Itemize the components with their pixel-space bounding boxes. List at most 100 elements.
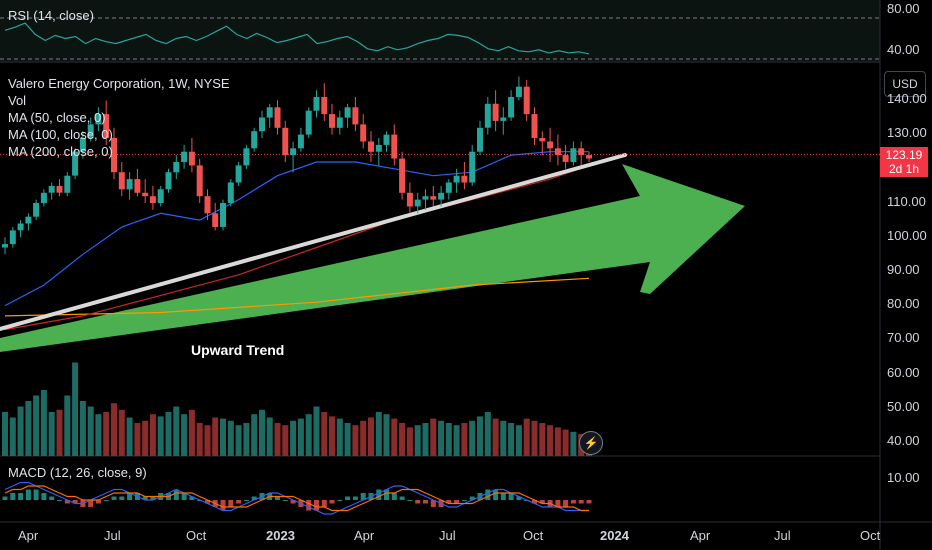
x-label-oct-2024: Oct xyxy=(860,528,881,543)
candle-body xyxy=(422,196,429,200)
price-axis-90: 90.00 xyxy=(887,262,920,277)
volume-bar xyxy=(531,420,538,456)
volume-bar xyxy=(220,418,226,456)
candle-body xyxy=(181,151,188,162)
candle-body xyxy=(40,192,47,204)
candle-body xyxy=(103,114,110,138)
volume-bar xyxy=(492,418,499,456)
macd-histogram-bar xyxy=(563,500,569,507)
volume-bar xyxy=(118,409,125,456)
volume-bar xyxy=(523,418,530,456)
volume-bar xyxy=(212,417,219,456)
candle-body xyxy=(453,175,460,183)
candle-body xyxy=(406,192,413,207)
price-axis-110: 110.00 xyxy=(887,194,926,209)
macd-histogram-bar xyxy=(220,500,226,511)
volume-bar xyxy=(515,425,522,456)
volume-legend[interactable]: Vol xyxy=(8,93,27,108)
price-axis-60: 60.00 xyxy=(887,365,920,380)
rsi-legend[interactable]: RSI (14, close) xyxy=(8,8,94,23)
volume-bar xyxy=(297,418,304,456)
volume-bar xyxy=(243,423,250,456)
x-label-jul: Jul xyxy=(104,528,121,543)
candle-body xyxy=(329,114,335,128)
volume-bar xyxy=(562,429,569,456)
macd-histogram-bar xyxy=(142,496,148,500)
price-axis-50: 50.00 xyxy=(887,399,920,414)
macd-histogram-bar xyxy=(508,493,514,500)
candle-body xyxy=(274,107,281,128)
volume-bar xyxy=(259,409,265,456)
flash-icon[interactable]: ⚡ xyxy=(579,431,603,455)
main-legend: Valero Energy Corporation, 1W, NYSE Vol … xyxy=(8,75,230,160)
volume-bar xyxy=(368,417,374,456)
macd-histogram-bar xyxy=(290,500,296,504)
macd-histogram-bar xyxy=(181,493,187,500)
candle-body xyxy=(87,124,94,139)
candle-body xyxy=(2,244,8,248)
candle-body xyxy=(165,172,172,190)
volume-bar xyxy=(204,425,211,456)
candle-body xyxy=(414,199,421,207)
volume-bar xyxy=(173,406,180,456)
candle-body xyxy=(321,97,328,115)
volume-bar xyxy=(422,423,429,456)
macd-histogram-bar xyxy=(95,500,101,504)
candle-body xyxy=(477,127,483,152)
candle-body xyxy=(562,155,569,162)
candle-body xyxy=(461,175,468,183)
volume-bar xyxy=(305,414,312,456)
macd-histogram-bar xyxy=(64,500,70,504)
ma50-legend[interactable]: MA (50, close, 0) xyxy=(8,110,106,125)
volume-bar xyxy=(477,416,483,456)
ma100-legend[interactable]: MA (100, close, 0) xyxy=(8,127,113,142)
volume-bar xyxy=(33,395,40,456)
candle-body xyxy=(539,138,546,142)
x-label-apr: Apr xyxy=(18,528,39,543)
candle-body xyxy=(17,223,24,231)
candle-body xyxy=(290,148,297,156)
ma50-line xyxy=(4,151,589,307)
symbol-title[interactable]: Valero Energy Corporation, 1W, NYSE xyxy=(8,76,230,91)
price-axis-80: 80.00 xyxy=(887,296,920,311)
price-axis-140: 140.00 xyxy=(887,91,927,106)
macd-legend[interactable]: MACD (12, 26, close, 9) xyxy=(8,465,147,480)
volume-bar xyxy=(157,416,164,456)
volume-bar xyxy=(40,390,47,456)
volume-bar xyxy=(72,362,79,456)
macd-histogram-bar xyxy=(2,496,8,500)
candle-body xyxy=(220,203,226,227)
x-label-jul-2023: Jul xyxy=(439,528,456,543)
candle-body xyxy=(547,141,554,149)
macd-histogram-bar xyxy=(329,500,335,504)
macd-histogram-bar xyxy=(25,489,31,500)
volume-bar xyxy=(2,412,8,456)
trend-annotation[interactable]: Upward Trend xyxy=(191,342,285,358)
macd-histogram-bar xyxy=(407,500,413,501)
volume-bar xyxy=(134,423,141,456)
macd-line xyxy=(4,481,589,515)
volume-bar xyxy=(188,409,195,456)
macd-histogram-bar xyxy=(228,500,234,507)
candle-body xyxy=(142,192,149,197)
macd-histogram-bar xyxy=(306,500,312,511)
macd-histogram-bar xyxy=(446,500,452,504)
volume-bar xyxy=(445,423,452,456)
candle-body xyxy=(352,107,359,125)
volume-bar xyxy=(414,425,421,456)
candle-body xyxy=(438,192,445,200)
volume-bar xyxy=(196,423,203,456)
candle-body xyxy=(266,107,273,118)
volume-bar xyxy=(352,425,359,456)
candle-body xyxy=(64,175,71,193)
volume-bar xyxy=(25,401,32,456)
candle-body xyxy=(515,86,522,97)
currency-button[interactable]: USD xyxy=(884,71,926,97)
macd-histogram-bar xyxy=(243,500,249,501)
candle-body xyxy=(297,134,304,149)
candle-body xyxy=(484,103,491,128)
ma200-legend[interactable]: MA (200, close, 0) xyxy=(8,144,113,159)
macd-histogram-bar xyxy=(376,489,382,500)
x-label-oct-2023: Oct xyxy=(523,528,544,543)
